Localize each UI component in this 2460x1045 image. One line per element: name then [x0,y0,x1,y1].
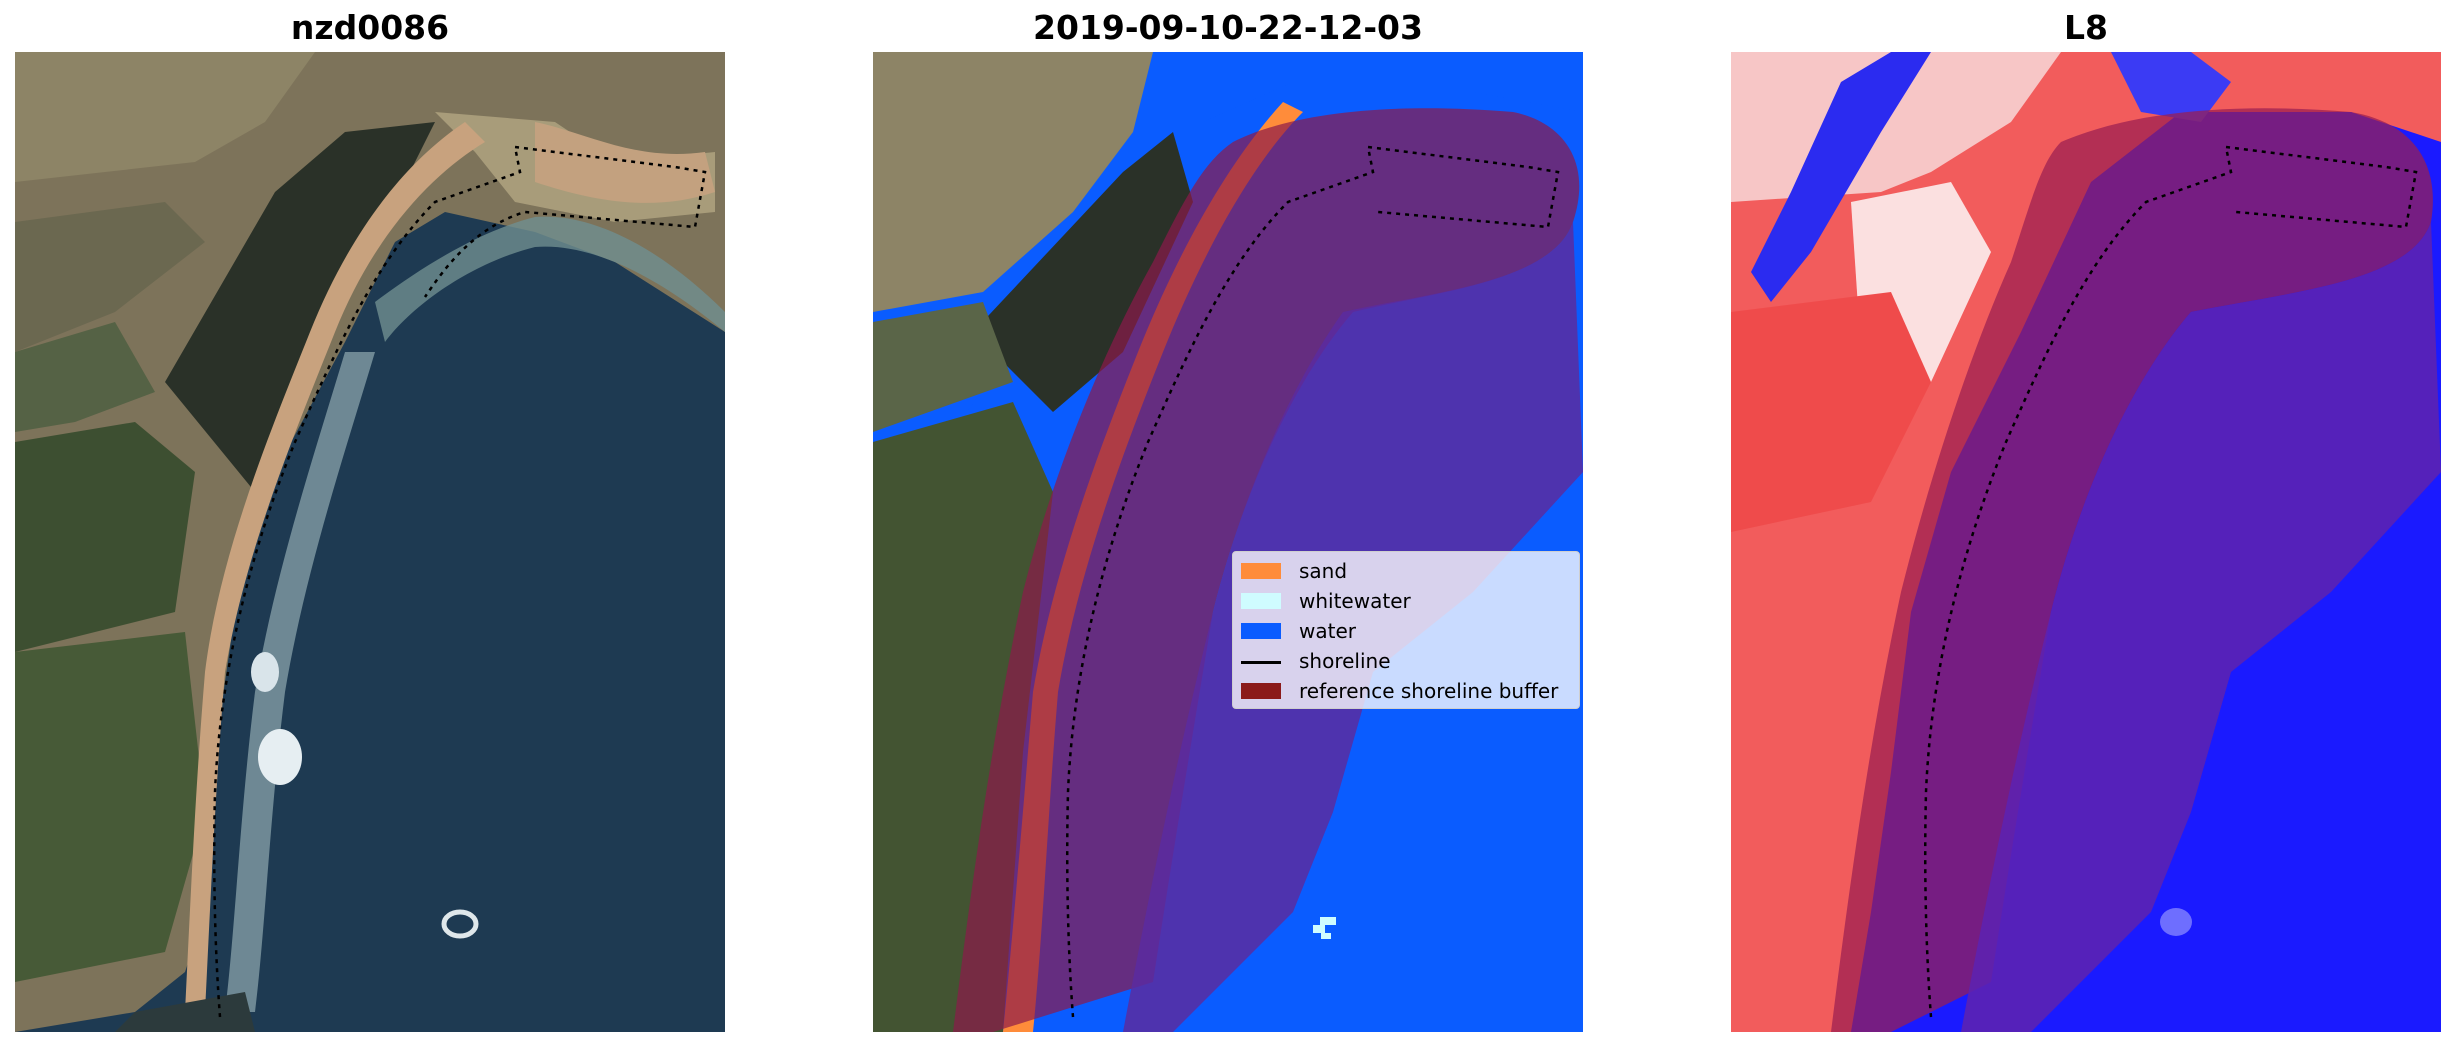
rgb-satellite-image [15,52,725,1032]
legend-swatch-sand [1241,563,1281,579]
legend-swatch-whitewater [1241,593,1281,609]
legend-swatch-water [1241,623,1281,639]
legend-label-sand: sand [1299,559,1348,583]
index-panel [1731,52,2441,1032]
classification-map [873,52,1583,1032]
index-map [1731,52,2441,1032]
legend-item-shoreline: shoreline [1241,646,1571,676]
classification-legend: sand whitewater water shoreline referenc… [1232,551,1580,709]
legend-label-reference-buffer: reference shoreline buffer [1299,679,1559,703]
legend-swatch-shoreline [1241,660,1281,664]
legend-item-water: water [1241,616,1571,646]
classification-panel [873,52,1583,1032]
legend-label-whitewater: whitewater [1299,589,1411,613]
rgb-image-panel [15,52,725,1032]
shoreline-path [212,145,707,1018]
legend-swatch-reference-buffer [1241,683,1281,699]
panel-title-classification: 2019-09-10-22-12-03 [1033,8,1423,47]
legend-item-whitewater: whitewater [1241,586,1571,616]
panel-title-index: L8 [2064,8,2108,47]
legend-label-water: water [1299,619,1356,643]
legend-item-sand: sand [1241,556,1571,586]
legend-item-reference-buffer: reference shoreline buffer [1241,676,1571,706]
panel-title-image: nzd0086 [290,8,450,47]
legend-label-shoreline: shoreline [1299,649,1391,673]
